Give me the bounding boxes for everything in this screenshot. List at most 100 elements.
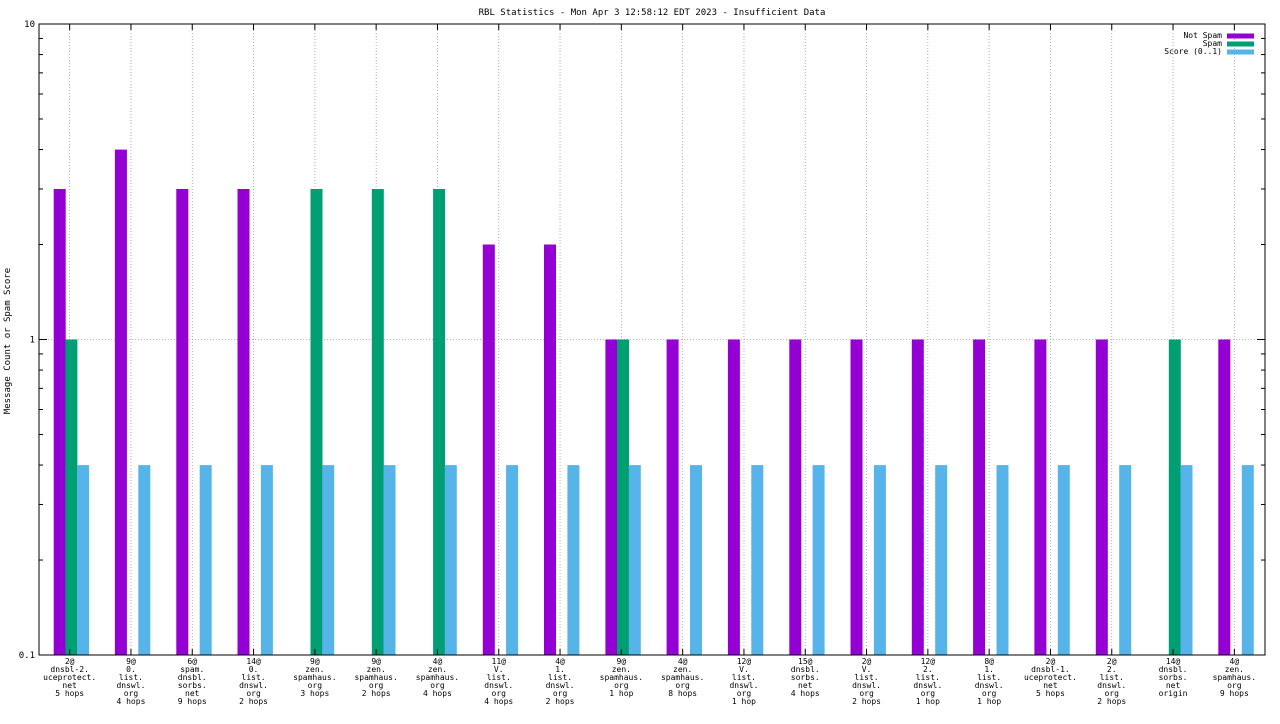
bar-score-0-1- (1119, 465, 1132, 655)
y-tick-label: 0.1 (19, 651, 35, 661)
x-tick-label-line: 1 hop (977, 697, 1001, 706)
y-tick-label: 10 (24, 20, 35, 30)
legend-swatch (1227, 41, 1254, 47)
x-tick-label: 9@ zen. spamhaus. org 1 hop (600, 657, 643, 698)
bar-not-spam (237, 189, 250, 655)
legend-label: Score (0..1) (1164, 47, 1222, 56)
x-tick-label: 12@ 2. list. dnswl. org 1 hop (913, 657, 942, 706)
x-tick-label-line: 2 hops (362, 689, 391, 698)
x-tick-label-line: 2. (1107, 665, 1117, 674)
x-tick-label-line: spamhaus. (293, 673, 336, 682)
x-tick-label-line: 0. (249, 665, 259, 674)
x-tick-label-line: 8@ (984, 657, 994, 666)
bar-score-0-1- (996, 465, 1009, 655)
x-tick-label-line: 9@ (126, 657, 136, 666)
bar-score-0-1- (812, 465, 825, 655)
x-tick-label: 9@ 0. list. dnswl. org 4 hops (116, 657, 145, 706)
x-tick-label-line: 4 hops (116, 697, 145, 706)
x-tick-label-line: 2 hops (546, 697, 575, 706)
x-tick-label-line: 2 hops (1097, 697, 1126, 706)
bar-score-0-1- (138, 465, 151, 655)
x-tick-label-line: dnswl. (975, 681, 1004, 690)
x-tick-label-line: spamhaus. (1213, 673, 1256, 682)
x-tick-label-line: dnswl. (546, 681, 575, 690)
x-tick-label-line: dnswl. (239, 681, 268, 690)
x-tick-label-line: net (62, 681, 77, 690)
x-tick-label-line: org (737, 689, 752, 698)
x-tick-label-line: V. (494, 665, 504, 674)
x-tick-label-line: 12@ (921, 657, 936, 666)
bar-not-spam (789, 339, 802, 655)
x-tick-label-line: org (553, 689, 568, 698)
x-tick-label: 2@ 2. list. dnswl. org 2 hops (1097, 657, 1126, 706)
bars-layer (53, 149, 1254, 655)
x-tick-label: 2@ V. list. dnswl. org 2 hops (852, 657, 881, 706)
bar-score-0-1- (690, 465, 702, 655)
x-tick-label-line: list. (916, 673, 940, 682)
x-tick-label-line: V. (862, 665, 872, 674)
x-tick-label-line: 9@ (310, 657, 320, 666)
x-tick-label-line: dnsbl-1. (1031, 665, 1070, 674)
bar-score-0-1- (260, 465, 273, 655)
x-tick-label-line: org (614, 681, 629, 690)
x-tick-label-line: dnswl. (729, 681, 758, 690)
x-tick-label-line: spam. (180, 665, 204, 674)
bar-spam (617, 339, 630, 655)
x-tick-label-line: org (921, 689, 936, 698)
x-tick-label-line: spamhaus. (661, 673, 704, 682)
x-tick-label-line: dnswl. (913, 681, 942, 690)
x-tick-label: 9@ zen. spamhaus. org 3 hops (293, 657, 336, 698)
x-tick-label-line: 14@ (246, 657, 261, 666)
x-tick-label-line: org (308, 681, 323, 690)
bar-not-spam (973, 339, 986, 655)
x-tick-label-line: net (185, 689, 200, 698)
x-tick-label-line: uceprotect. (1024, 673, 1077, 682)
bar-spam (433, 189, 446, 655)
x-tick-label-line: 4 hops (484, 697, 513, 706)
bar-score-0-1- (628, 465, 641, 655)
x-tick-label: 15@ dnsbl. sorbs. net 4 hops (791, 657, 820, 698)
bar-score-0-1- (935, 465, 948, 655)
x-tick-label-line: org (124, 689, 139, 698)
x-tick-label-line: list. (119, 673, 143, 682)
x-tick-label-line: dnsbl. (178, 673, 207, 682)
x-tick-label-line: 1 hop (916, 697, 940, 706)
x-tick-label-line: zen. (428, 665, 447, 674)
x-tick-label-line: 4 hops (423, 689, 452, 698)
x-tick-label-line: org (430, 681, 445, 690)
bar-spam (65, 339, 78, 655)
x-tick-label-line: list. (1100, 673, 1124, 682)
x-tick-label-line: 11@ (492, 657, 507, 666)
x-tick-label: 12@ V. list. dnswl. org 1 hop (729, 657, 758, 706)
x-tick-label-line: spamhaus. (354, 673, 397, 682)
bar-not-spam (666, 339, 679, 655)
bar-score-0-1- (873, 465, 886, 655)
x-tick-label-line: org (246, 689, 261, 698)
x-tick-label-line: 2@ (1046, 657, 1056, 666)
bar-spam (310, 189, 323, 655)
x-tick-label-line: 2. (923, 665, 933, 674)
x-tick-label: 4@ zen. spamhaus. org 8 hops (661, 657, 704, 698)
x-tick-label: 6@ spam. dnsbl. sorbs. net 9 hops (178, 657, 207, 706)
x-tick-label: 9@ zen. spamhaus. org 2 hops (354, 657, 397, 698)
bar-not-spam (1218, 339, 1231, 655)
chart-title: RBL Statistics - Mon Apr 3 12:58:12 EDT … (479, 8, 826, 18)
bar-score-0-1- (1057, 465, 1070, 655)
bar-not-spam (1095, 339, 1108, 655)
x-tick-label-line: zen. (1225, 665, 1244, 674)
x-tick-label-line: net (1043, 681, 1058, 690)
x-tick-label-line: 5 hops (55, 689, 84, 698)
x-tick-label-line: sorbs. (791, 673, 820, 682)
x-tick-label: 2@ dnsbl-2. uceprotect. net 5 hops (43, 657, 96, 698)
x-tick-label-line: list. (977, 673, 1001, 682)
bar-not-spam (544, 244, 556, 655)
x-tick-label-line: list. (548, 673, 572, 682)
legend-label: Spam (1203, 39, 1222, 48)
x-tick-label-line: list. (855, 673, 879, 682)
x-tick-label-line: zen. (612, 665, 631, 674)
x-tick-label-line: 2@ (1107, 657, 1117, 666)
bar-score-0-1- (506, 465, 519, 655)
x-tick-label-line: 9 hops (1220, 689, 1249, 698)
x-tick-label-line: 9 hops (178, 697, 207, 706)
